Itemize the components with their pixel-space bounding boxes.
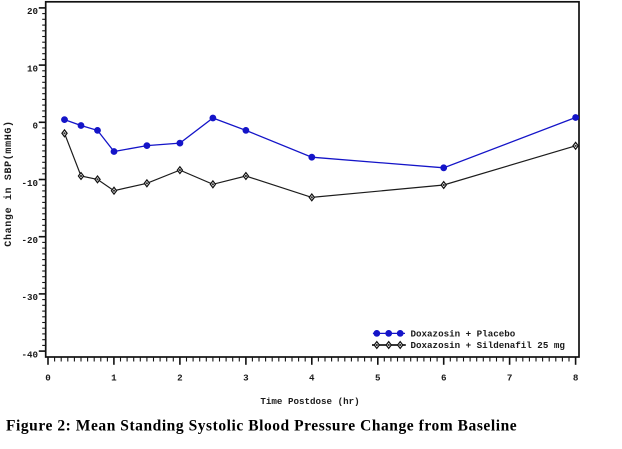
svg-text:-10: -10	[21, 178, 38, 189]
svg-text:-40: -40	[21, 349, 38, 360]
svg-text:-30: -30	[21, 292, 38, 303]
svg-text:4: 4	[309, 373, 315, 384]
svg-text:0: 0	[45, 373, 51, 384]
svg-text:Time Postdose (hr): Time Postdose (hr)	[260, 396, 359, 407]
svg-text:8: 8	[573, 373, 579, 384]
svg-text:0: 0	[32, 121, 38, 132]
svg-text:2: 2	[177, 373, 183, 384]
svg-text:Figure 2: Mean Standing Systol: Figure 2: Mean Standing Systolic Blood P…	[6, 418, 517, 435]
svg-text:-20: -20	[21, 235, 38, 246]
svg-text:Change in SBP(mmHG): Change in SBP(mmHG)	[3, 120, 15, 246]
svg-text:7: 7	[507, 373, 513, 384]
svg-text:Doxazosin + Placebo: Doxazosin + Placebo	[411, 329, 516, 340]
svg-text:3: 3	[243, 373, 249, 384]
svg-text:5: 5	[375, 373, 381, 384]
svg-text:1: 1	[111, 373, 117, 384]
svg-text:Doxazosin + Sildenafil 25 mg: Doxazosin + Sildenafil 25 mg	[411, 340, 565, 351]
svg-text:6: 6	[441, 373, 447, 384]
svg-text:20: 20	[27, 6, 38, 17]
svg-text:10: 10	[27, 63, 38, 74]
